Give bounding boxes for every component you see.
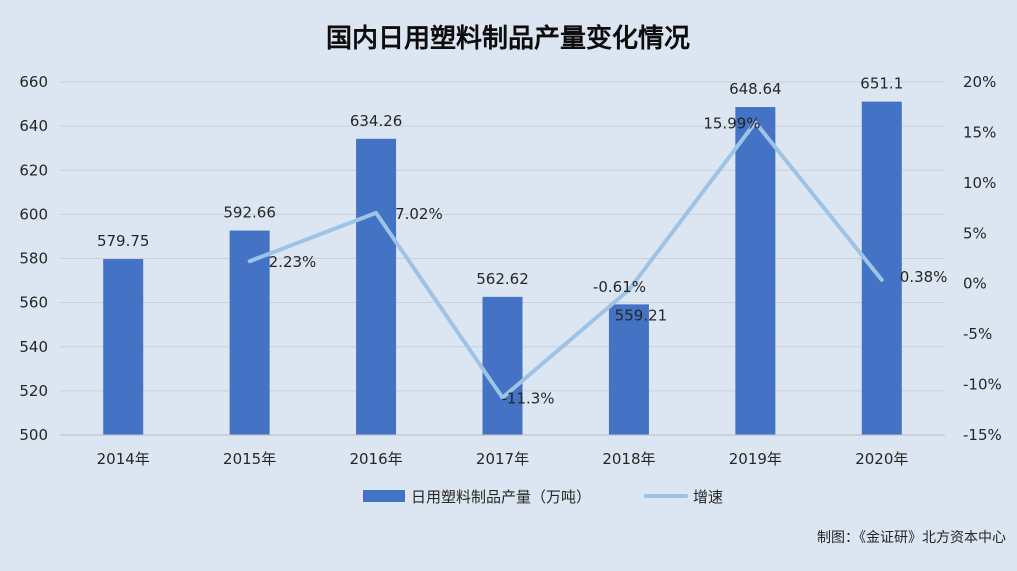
growth-value-label: 15.99%: [703, 114, 760, 132]
x-axis-tick-label: 2014年: [97, 450, 150, 468]
bar-value-label: 559.21: [615, 306, 668, 324]
growth-value-label: -0.61%: [593, 278, 646, 296]
chart-title: 国内日用塑料制品产量变化情况: [326, 23, 690, 54]
right-axis-tick-label: 10%: [963, 174, 996, 192]
gridlines: [60, 81, 945, 436]
left-axis-tick-label: 620: [19, 161, 48, 179]
bar: [103, 259, 144, 435]
right-axis-tick-label: -10%: [963, 376, 1002, 394]
left-axis-tick-label: 580: [19, 250, 48, 268]
bar-value-label: 562.62: [476, 270, 529, 288]
legend-swatch-production: [363, 490, 405, 502]
bar: [735, 107, 776, 436]
left-y-axis: 500 520 540 560 580 600 620 640 660: [19, 73, 48, 444]
right-axis-tick-label: 0%: [963, 275, 987, 293]
bar-value-label: 651.1: [860, 75, 903, 93]
bar: [861, 101, 902, 436]
left-axis-tick-label: 600: [19, 205, 48, 223]
right-axis-tick-label: 20%: [963, 73, 996, 91]
growth-value-label: 7.02%: [395, 205, 443, 223]
x-axis-tick-label: 2018年: [602, 450, 655, 468]
source-credit: 制图：《金证研》北方资本中心: [817, 530, 1006, 546]
right-axis-tick-label: 5%: [963, 224, 987, 242]
right-axis-tick-label: -5%: [963, 325, 992, 343]
line-series: [247, 120, 884, 400]
bar-data-labels: 579.75 592.66 634.26 562.62 559.21 648.64 651.…: [97, 75, 903, 325]
legend-label-growth: 增速: [693, 488, 723, 506]
x-axis-tick-label: 2020年: [855, 450, 908, 468]
bar-value-label: 648.64: [729, 80, 782, 98]
growth-value-label: 0.38%: [900, 268, 948, 286]
bar-value-label: 634.26: [350, 112, 403, 130]
bar: [356, 138, 397, 435]
left-axis-tick-label: 560: [19, 294, 48, 312]
right-axis-tick-label: -15%: [963, 426, 1002, 444]
growth-value-label: -11.3%: [502, 390, 555, 408]
left-axis-tick-label: 520: [19, 382, 48, 400]
legend-label-production: 日用塑料制品产量（万吨）: [411, 488, 591, 506]
legend: 日用塑料制品产量（万吨） 增速: [363, 488, 723, 506]
bar: [229, 230, 270, 435]
bar-value-label: 579.75: [97, 232, 150, 250]
bar-value-label: 592.66: [223, 204, 276, 222]
x-axis-tick-label: 2017年: [476, 450, 529, 468]
left-axis-tick-label: 500: [19, 426, 48, 444]
left-axis-tick-label: 640: [19, 117, 48, 135]
right-axis-tick-label: 15%: [963, 123, 996, 141]
x-axis-tick-label: 2019年: [729, 450, 782, 468]
x-axis-tick-label: 2015年: [223, 450, 276, 468]
growth-line: [247, 120, 884, 400]
bar: [608, 304, 649, 435]
growth-value-label: 2.23%: [269, 253, 317, 271]
x-axis-tick-label: 2016年: [349, 450, 402, 468]
bar: [482, 296, 523, 435]
bar-series: [103, 101, 902, 436]
right-y-axis: -15% -10% -5% 0% 5% 10% 15% 20%: [963, 73, 1002, 444]
left-axis-tick-label: 540: [19, 338, 48, 356]
x-axis: 2014年 2015年 2016年 2017年 2018年 2019年 2020年: [60, 434, 945, 468]
left-axis-tick-label: 660: [19, 73, 48, 91]
line-data-labels: 2.23% 7.02% -11.3% -0.61% 15.99% 0.38%: [269, 114, 948, 407]
